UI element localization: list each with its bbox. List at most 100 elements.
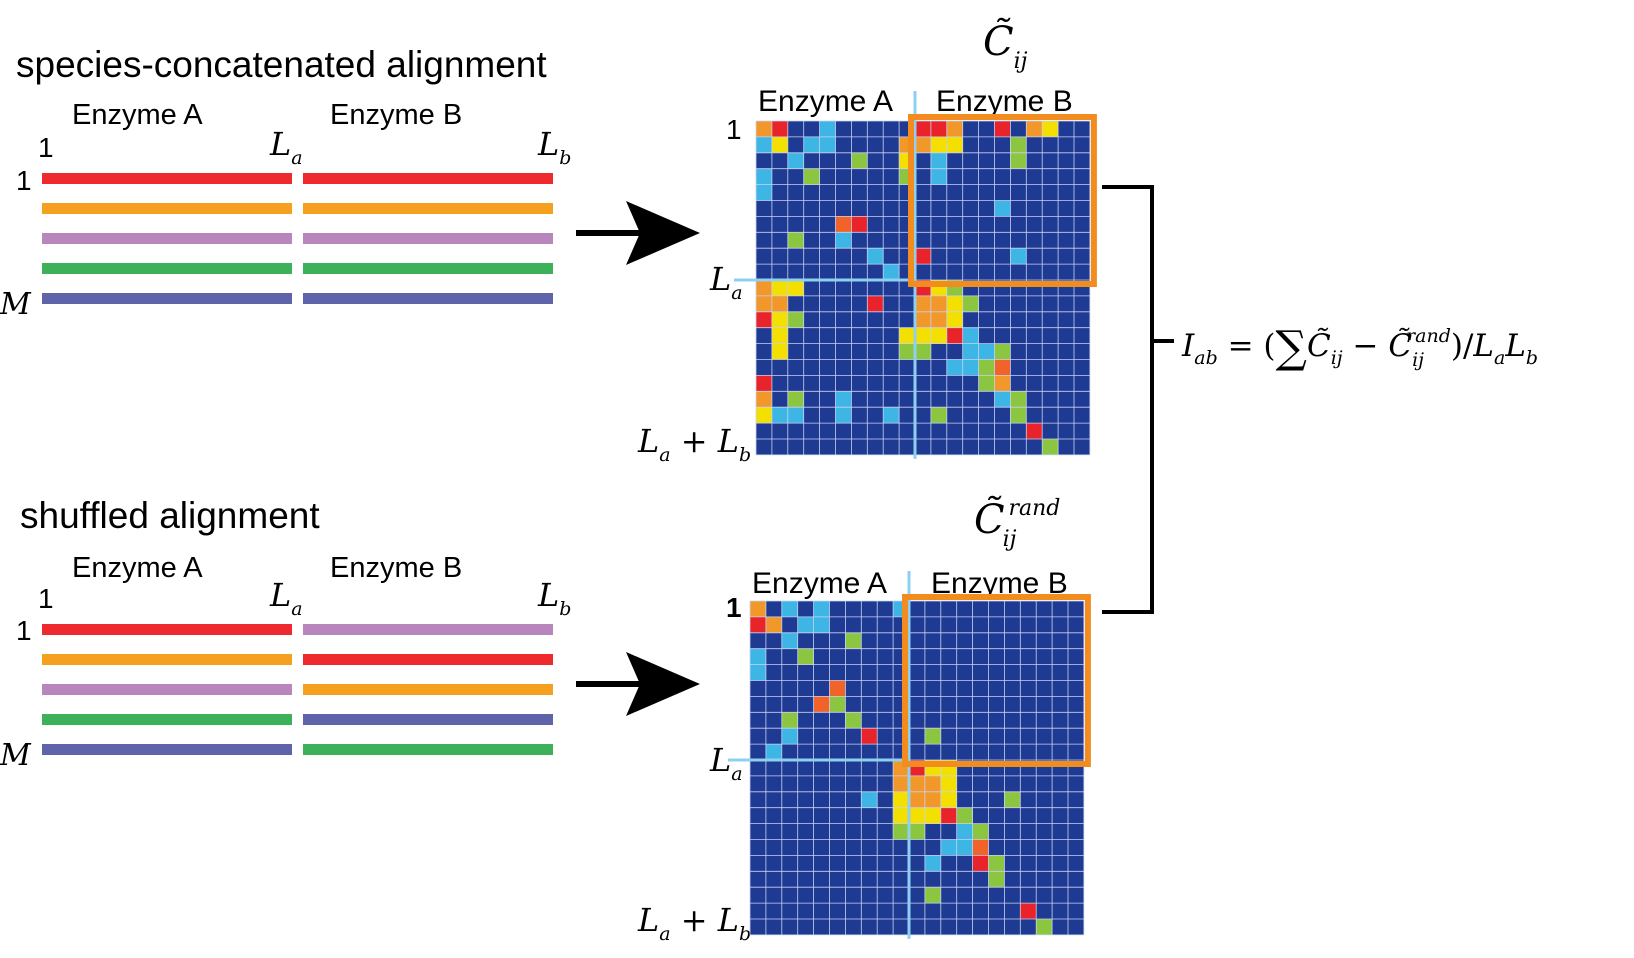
matrix-cell [803, 136, 820, 153]
matrix-cell [1042, 121, 1059, 137]
matrix-cell [797, 648, 814, 665]
enzyme-b-sequence-bar [303, 624, 553, 635]
matrix-cell [787, 280, 804, 296]
bottom-matrix-end: La + Lb [637, 901, 751, 945]
bottom-coupling-matrix [728, 571, 1091, 939]
matrix-cell [899, 343, 915, 360]
enzyme-b-sequence-bar [303, 744, 553, 755]
enzyme-a-sequence-bar [42, 293, 292, 304]
matrix-cell [930, 295, 947, 312]
matrix-cell [787, 311, 804, 328]
matrix-cell [771, 311, 788, 328]
matrix-cell [994, 359, 1011, 376]
enzyme-a-sequence-bar [42, 684, 292, 695]
enzyme-a-sequence-bar [42, 744, 292, 755]
enzyme-b-sequence-bar [303, 654, 553, 665]
matrix-cell [915, 295, 931, 312]
matrix-cell [813, 696, 830, 713]
bottom-row-end-label: M [0, 738, 32, 773]
matrix-cell [956, 807, 973, 824]
matrix-cell [1010, 152, 1027, 169]
matrix-cell [750, 648, 766, 665]
top-matrix-end: La + Lb [637, 422, 751, 466]
matrix-cell [994, 375, 1011, 392]
matrix-cell [924, 887, 941, 904]
matrix-cell [988, 855, 1005, 872]
matrix-cell [835, 407, 852, 424]
bottom-enzyme-b-label: Enzyme B [330, 552, 462, 584]
enzyme-a-sequence-bar [42, 203, 292, 214]
matrix-cell [771, 327, 788, 344]
matrix-cell [835, 216, 852, 233]
matrix-cell [781, 712, 798, 729]
matrix-cell [940, 807, 957, 824]
matrix-cell [851, 152, 868, 169]
matrix-cell [940, 775, 957, 792]
matrix-cell [756, 136, 772, 153]
bottom-matrix-start: 1 [726, 592, 742, 623]
matrix-cell [924, 807, 941, 824]
matrix-cell [756, 311, 772, 328]
enzyme-b-sequence-bar [303, 233, 553, 244]
matrix-cell [1026, 121, 1043, 137]
bottom-matrix-group: C̃ijrand Enzyme A Enzyme B 1 La La + Lb [637, 496, 1091, 945]
top-matrix-la: La [709, 260, 743, 304]
matrix-cell [962, 327, 979, 344]
enzyme-b-sequence-bar [303, 173, 553, 184]
matrix-cell [750, 601, 766, 617]
matrix-cell [867, 295, 884, 312]
matrix-cell [893, 807, 909, 824]
enzyme-a-sequence-bar [42, 654, 292, 665]
matrix-cell [909, 807, 925, 824]
matrix-cell [813, 601, 830, 617]
matrix-cell [946, 359, 963, 376]
inter-enzyme-block-highlight [902, 594, 1091, 767]
enzyme-a-sequence-bar [42, 714, 292, 725]
matrix-cell [988, 871, 1005, 888]
matrix-cell [1026, 423, 1043, 439]
top-row-start-label: 1 [16, 165, 32, 196]
bottom-row-start-label: 1 [16, 615, 32, 646]
matrix-cell [909, 775, 925, 792]
matrix-cell [915, 311, 931, 328]
matrix-cell [978, 375, 995, 392]
matrix-cell [756, 280, 772, 296]
top-matrix-group: C̃ij Enzyme A Enzyme B 1 La La + Lb [637, 18, 1097, 466]
matrix-cell [915, 327, 931, 344]
matrix-cell [851, 216, 868, 233]
matrix-cell [787, 407, 804, 424]
matrix-cell [797, 616, 814, 633]
matrix-cell [899, 327, 915, 344]
matrix-cell [994, 391, 1011, 408]
matrix-cell [771, 295, 788, 312]
matrix-cell [946, 136, 963, 153]
matrix-cell [771, 280, 788, 296]
top-enzyme-a-label: Enzyme A [72, 99, 203, 131]
matrix-cell [819, 121, 836, 137]
matrix-cell [756, 295, 772, 312]
matrix-cell [972, 839, 989, 856]
enzyme-b-sequence-bar [303, 203, 553, 214]
top-coupling-matrix [734, 91, 1097, 459]
matrix-cell [893, 791, 909, 808]
matrix-cell [962, 359, 979, 376]
matrix-cell [972, 855, 989, 872]
top-enzyme-b-label: Enzyme B [330, 99, 462, 131]
matrix-cell [1010, 407, 1027, 424]
matrix-cell [861, 791, 878, 808]
matrix-cell [845, 632, 862, 649]
matrix-cell [883, 407, 900, 424]
matrix-cell [946, 327, 963, 344]
matrix-cell [1010, 136, 1027, 153]
matrix-cell [756, 184, 772, 201]
matrix-cell [946, 311, 963, 328]
matrix-cell [940, 791, 957, 808]
matrix-cell [915, 248, 931, 265]
matrix-cell [765, 616, 782, 633]
matrix-cell [771, 343, 788, 360]
matrix-cell [787, 152, 804, 169]
matrix-cell [956, 823, 973, 840]
matrix-cell [978, 343, 995, 360]
bottom-matrix-enzyme-a: Enzyme A [752, 567, 887, 600]
